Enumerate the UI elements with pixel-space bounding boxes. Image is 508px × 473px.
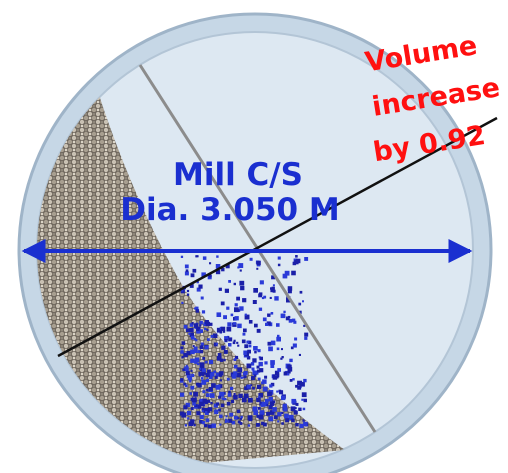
mill-title: Mill C/S	[173, 157, 303, 193]
mill-scene: Mill C/S Dia. 3.050 M Volume increase by…	[0, 0, 508, 473]
note-line: Volume	[363, 30, 479, 78]
diameter-label: Dia. 3.050 M	[120, 192, 340, 228]
